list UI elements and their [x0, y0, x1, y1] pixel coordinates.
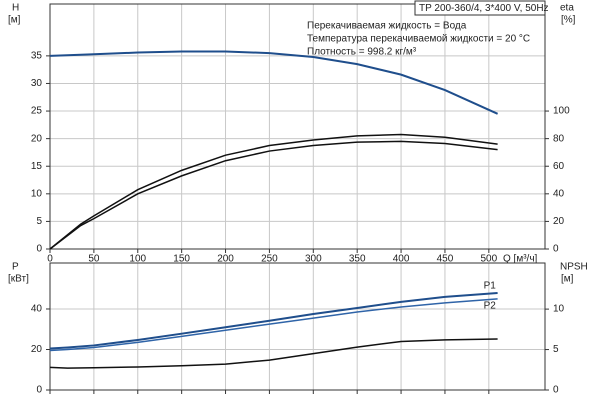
- y2-tick-label: 40: [553, 188, 565, 199]
- y-axis-unit: [м]: [8, 15, 21, 26]
- y-axis-label: P: [12, 262, 19, 273]
- curve: [49, 291, 498, 350]
- x-tick-label: 100: [129, 254, 146, 265]
- y2-tick-label: 0: [553, 244, 559, 255]
- y2-tick-label: 0: [553, 385, 559, 396]
- y2-axis-unit: [м]: [561, 274, 574, 285]
- y-tick-label: 40: [31, 304, 43, 315]
- y2-axis-label: eta: [560, 3, 574, 14]
- x-tick-label: 400: [393, 254, 410, 265]
- y2-tick-label: 20: [553, 216, 565, 227]
- curve: [49, 338, 498, 369]
- y2-tick-label: 80: [553, 133, 565, 144]
- x-tick-label: 450: [437, 254, 454, 265]
- y-tick-label: 20: [31, 133, 43, 144]
- y2-tick-label: 100: [553, 106, 570, 117]
- x-tick-label: 500: [480, 254, 497, 265]
- x-tick-label: 200: [217, 254, 234, 265]
- curve: [49, 298, 498, 352]
- y-tick-label: 10: [31, 188, 43, 199]
- annotation: Перекачиваемая жидкость = Вода: [307, 21, 467, 32]
- x-tick-label: 250: [261, 254, 278, 265]
- y-tick-label: 0: [36, 385, 42, 396]
- y-tick-label: 25: [31, 106, 43, 117]
- y-axis-label: H: [12, 3, 19, 14]
- y2-tick-label: 60: [553, 161, 565, 172]
- x-tick-label: 350: [349, 254, 366, 265]
- series-label: P1: [484, 281, 497, 292]
- y-tick-label: 0: [36, 244, 42, 255]
- y-tick-label: 30: [31, 78, 43, 89]
- title-box: [414, 0, 546, 16]
- y-tick-label: 5: [36, 216, 42, 227]
- x-tick-label: 300: [305, 254, 322, 265]
- annotation: Температура перекачиваемой жидкости = 20…: [307, 34, 530, 45]
- y-axis-unit: [кВт]: [8, 274, 29, 285]
- y-tick-label: 35: [31, 51, 43, 62]
- plot-frame: [49, 3, 546, 250]
- annotation: Плотность = 998.2 кг/м³: [307, 47, 417, 58]
- y2-tick-label: 10: [553, 304, 565, 315]
- curve: [49, 133, 498, 250]
- y2-tick-label: 5: [553, 344, 559, 355]
- y2-axis-unit: [%]: [561, 15, 576, 26]
- curve: [49, 50, 499, 115]
- x-axis-label: Q [м³/ч]: [503, 254, 538, 265]
- x-tick-label: 50: [88, 254, 100, 265]
- x-tick-label: 0: [47, 254, 53, 265]
- x-tick-label: 150: [173, 254, 190, 265]
- y-tick-label: 20: [31, 344, 43, 355]
- title: TP 200-360/4, 3*400 V, 50Hz: [419, 3, 549, 14]
- y-tick-label: 15: [31, 161, 43, 172]
- y2-axis-label: NPSH: [560, 262, 588, 273]
- curve: [49, 140, 498, 250]
- plot-frame: [49, 262, 546, 391]
- series-label: P2: [484, 300, 497, 311]
